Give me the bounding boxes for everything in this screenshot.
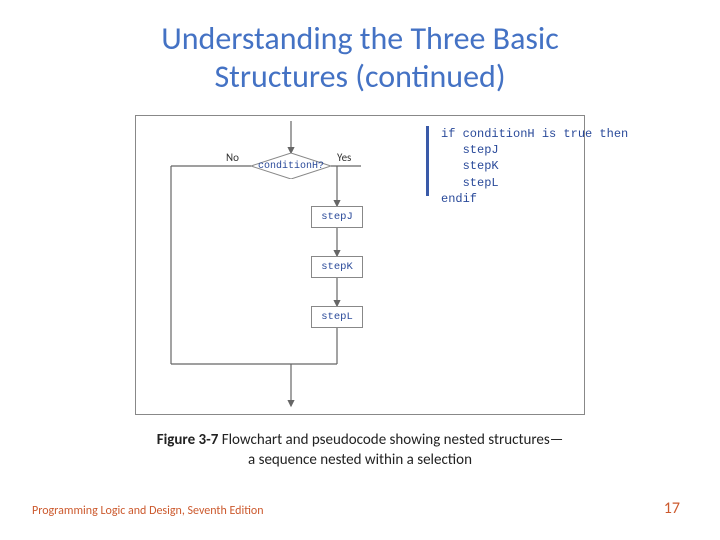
footer-page-number: 17 xyxy=(664,499,680,518)
caption-line2: a sequence nested within a selection xyxy=(248,451,472,469)
figure-caption: Figure 3-7 Flowchart and pseudocode show… xyxy=(0,430,720,471)
decision-label: conditionH? xyxy=(251,153,331,179)
title-line1: Understanding the Three Basic xyxy=(161,19,559,58)
step-box-k: stepK xyxy=(311,256,363,278)
decision-diamond: conditionH? xyxy=(251,153,331,179)
caption-rest1: Flowchart and pseudocode showing nested … xyxy=(218,431,563,449)
title-line2: Structures (continued) xyxy=(214,57,505,96)
flowchart: conditionH? No Yes stepJ stepK stepL xyxy=(136,116,426,416)
caption-bold: Figure 3-7 xyxy=(157,431,219,449)
footer-textbook: Programming Logic and Design, Seventh Ed… xyxy=(32,504,264,518)
figure-divider xyxy=(426,126,429,196)
step-box-l: stepL xyxy=(311,306,363,328)
step-box-j: stepJ xyxy=(311,206,363,228)
figure-container: conditionH? No Yes stepJ stepK stepL if … xyxy=(135,115,585,415)
edge-label-no: No xyxy=(226,151,239,164)
edge-label-yes: Yes xyxy=(337,151,351,164)
pseudocode-block: if conditionH is true then stepJ stepK s… xyxy=(441,126,628,207)
slide-title: Understanding the Three Basic Structures… xyxy=(0,0,720,97)
